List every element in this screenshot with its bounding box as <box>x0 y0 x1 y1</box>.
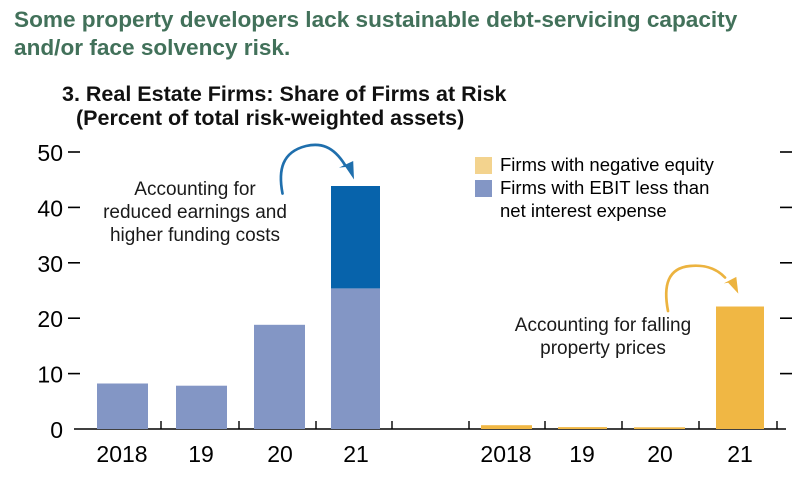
svg-text:2018: 2018 <box>96 441 147 467</box>
svg-text:property prices: property prices <box>540 338 666 359</box>
svg-text:40: 40 <box>37 195 63 221</box>
svg-text:20: 20 <box>647 441 673 467</box>
svg-text:21: 21 <box>727 441 753 467</box>
svg-text:Firms with EBIT less than: Firms with EBIT less than <box>500 177 709 198</box>
svg-text:2018: 2018 <box>480 441 531 467</box>
svg-text:net interest expense: net interest expense <box>500 200 667 221</box>
svg-text:19: 19 <box>188 441 214 467</box>
svg-text:10: 10 <box>37 362 63 388</box>
svg-text:reduced earnings and: reduced earnings and <box>103 202 287 223</box>
svg-text:higher funding costs: higher funding costs <box>110 225 280 246</box>
svg-text:Firms with negative equity: Firms with negative equity <box>500 154 715 175</box>
svg-text:0: 0 <box>50 417 63 443</box>
svg-text:19: 19 <box>569 441 595 467</box>
svg-text:21: 21 <box>343 441 369 467</box>
svg-text:50: 50 <box>37 140 63 166</box>
svg-text:Accounting for falling: Accounting for falling <box>515 315 691 336</box>
svg-text:Accounting for: Accounting for <box>134 179 256 200</box>
svg-text:20: 20 <box>267 441 293 467</box>
svg-text:30: 30 <box>37 251 63 277</box>
svg-text:20: 20 <box>37 306 63 332</box>
